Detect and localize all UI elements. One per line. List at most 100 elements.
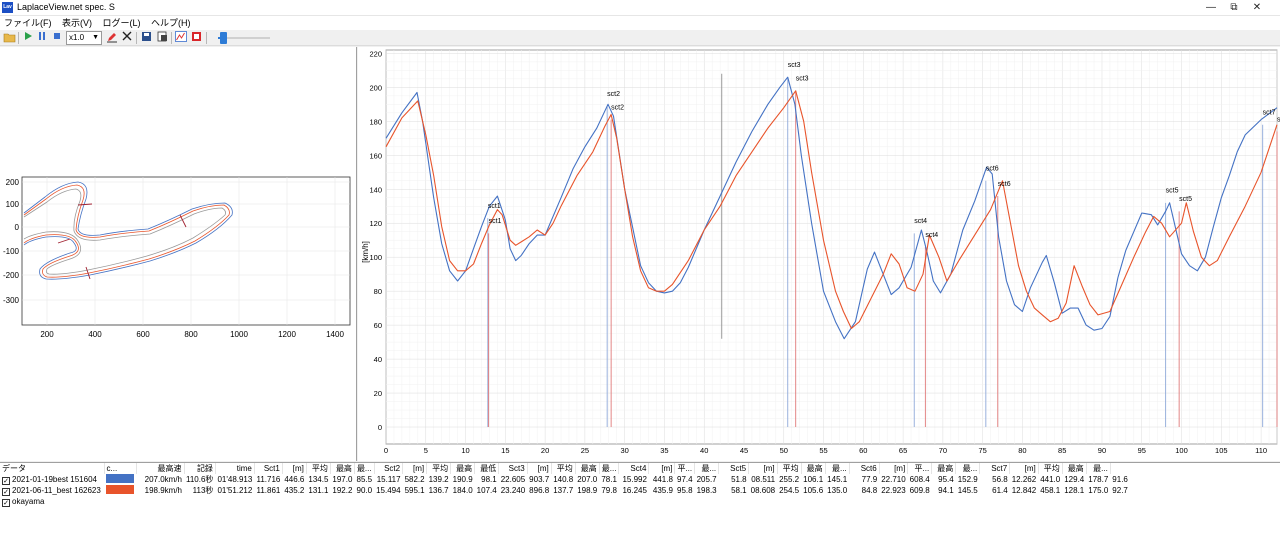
- column-header[interactable]: 平...: [674, 463, 696, 474]
- map-y-tick-label: 200: [6, 178, 20, 187]
- edit-icon[interactable]: [105, 31, 119, 45]
- column-header[interactable]: 最...: [825, 463, 850, 474]
- close-window-button[interactable]: ✕: [1252, 2, 1262, 13]
- table-cell: 192.2: [332, 486, 353, 495]
- menu-logger[interactable]: ログー(L): [102, 18, 141, 28]
- column-header[interactable]: 最高: [801, 463, 826, 474]
- playback-speed-value: x1.0: [69, 33, 85, 42]
- table-cell: 903.7: [529, 475, 550, 484]
- minimize-button[interactable]: —: [1206, 2, 1216, 13]
- table-row[interactable]: ✓ okayama: [0, 496, 1130, 507]
- track-map[interactable]: 200 400 600 800 1000 1200 1400 2001000-100-200…: [0, 47, 357, 461]
- column-header[interactable]: 最...: [694, 463, 720, 474]
- table-cell: 435.2: [284, 486, 305, 495]
- table-cell: 198.3: [696, 486, 717, 495]
- row-color-cell[interactable]: [104, 474, 136, 485]
- x-tick-label: 70: [939, 446, 947, 455]
- map-y-tick-label: 100: [6, 200, 20, 209]
- playback-slider-track[interactable]: [218, 37, 270, 39]
- column-header[interactable]: 平均: [777, 463, 802, 474]
- table-row[interactable]: ✓ 2021-01-19best 151604 207.0km/h 110.6秒 01'…: [0, 474, 1130, 485]
- column-header[interactable]: [m]: [402, 463, 428, 474]
- column-header[interactable]: 最...: [354, 463, 375, 474]
- column-header[interactable]: 最...: [1086, 463, 1111, 474]
- column-header[interactable]: 最高: [1062, 463, 1087, 474]
- play-icon[interactable]: [21, 31, 35, 45]
- row-visibility-checkbox[interactable]: ✓: [2, 488, 10, 496]
- map-y-tick-label: -300: [3, 296, 20, 305]
- speed-chart[interactable]: sct1 sct1 sct2 sct2 sct3 sct3 sct4 sct4 sct6 sct6…: [358, 47, 1280, 461]
- table-cell: 15.494: [376, 486, 401, 495]
- column-header[interactable]: 最...: [599, 463, 620, 474]
- column-header[interactable]: 平均: [306, 463, 331, 474]
- table-cell: 896.8: [529, 486, 550, 495]
- column-header[interactable]: 最高: [450, 463, 476, 474]
- table-cell: 137.7: [553, 486, 574, 495]
- column-header[interactable]: c...: [104, 463, 137, 474]
- column-header[interactable]: 最高: [575, 463, 600, 474]
- graph-icon[interactable]: [174, 31, 188, 45]
- column-header[interactable]: Sct4: [618, 463, 650, 474]
- map-x-tick-label: 200: [40, 330, 54, 339]
- series-color-swatch[interactable]: [106, 485, 134, 494]
- column-header[interactable]: [m]: [748, 463, 778, 474]
- column-header[interactable]: [m]: [1009, 463, 1039, 474]
- save-icon[interactable]: [139, 31, 153, 45]
- row-name: 2021-01-19best 151604: [12, 475, 97, 484]
- sector-label-lap1: sct6: [986, 166, 999, 173]
- column-header[interactable]: Sct6: [849, 463, 880, 474]
- export-icon[interactable]: [155, 31, 169, 45]
- x-tick-label: 65: [899, 446, 907, 455]
- table-cell: 08.608: [750, 486, 776, 495]
- x-tick-label: 45: [740, 446, 748, 455]
- column-header[interactable]: Sct2: [374, 463, 404, 474]
- menu-view[interactable]: 表示(V): [62, 18, 93, 28]
- menu-help[interactable]: ヘルプ(H): [151, 18, 191, 28]
- track-outline: [23, 181, 233, 280]
- column-header[interactable]: 記録: [184, 463, 216, 474]
- column-header[interactable]: 最低: [474, 463, 500, 474]
- table-row[interactable]: ✓ 2021-06-11_best 162623 198.9km/h 113秒 01'5…: [0, 485, 1130, 496]
- column-header[interactable]: 最...: [955, 463, 981, 474]
- table-cell: 107.4: [476, 486, 497, 495]
- stop-icon[interactable]: [50, 31, 64, 45]
- table-cell: 441.0: [1040, 475, 1061, 484]
- playback-speed-select[interactable]: x1.0 ▼: [66, 31, 102, 45]
- column-header[interactable]: [m]: [879, 463, 909, 474]
- pdf-icon[interactable]: [189, 31, 203, 45]
- column-header[interactable]: Sct3: [498, 463, 528, 474]
- x-tick-label: 90: [1098, 446, 1106, 455]
- column-header[interactable]: 最高: [931, 463, 957, 474]
- folder-open-icon[interactable]: [2, 31, 16, 45]
- column-header[interactable]: 平均: [551, 463, 576, 474]
- column-header[interactable]: 平均: [1038, 463, 1063, 474]
- sector-label-lap2: sct7: [1277, 116, 1280, 123]
- table-cell: 01'48.913: [217, 475, 253, 484]
- playback-slider-thumb[interactable]: [220, 32, 228, 44]
- column-header[interactable]: Sct1: [254, 463, 283, 474]
- column-header[interactable]: Sct7: [979, 463, 1011, 474]
- table-cell: 458.1: [1040, 486, 1061, 495]
- row-visibility-checkbox[interactable]: ✓: [2, 499, 10, 507]
- y-tick-label: 200: [369, 83, 382, 92]
- maximize-button[interactable]: ⧉: [1230, 2, 1238, 13]
- column-header[interactable]: 平均: [426, 463, 452, 474]
- column-header[interactable]: 最高速: [136, 463, 185, 474]
- column-header[interactable]: [m]: [648, 463, 676, 474]
- table-cell: 15.117: [376, 475, 401, 484]
- table-cell: 197.0: [332, 475, 353, 484]
- menu-file[interactable]: ファイル(F): [4, 18, 52, 28]
- column-header[interactable]: データ: [0, 463, 105, 474]
- table-cell: 106.1: [803, 475, 824, 484]
- column-header[interactable]: 平...: [907, 463, 933, 474]
- pause-icon[interactable]: [35, 31, 49, 45]
- column-header[interactable]: [m]: [527, 463, 552, 474]
- delete-icon[interactable]: [120, 31, 134, 45]
- column-header[interactable]: 最高: [330, 463, 355, 474]
- row-visibility-checkbox[interactable]: ✓: [2, 477, 10, 485]
- row-color-cell[interactable]: [104, 485, 136, 496]
- column-header[interactable]: Sct5: [718, 463, 750, 474]
- column-header[interactable]: time: [215, 463, 255, 474]
- column-header[interactable]: [m]: [282, 463, 307, 474]
- series-color-swatch[interactable]: [106, 474, 134, 483]
